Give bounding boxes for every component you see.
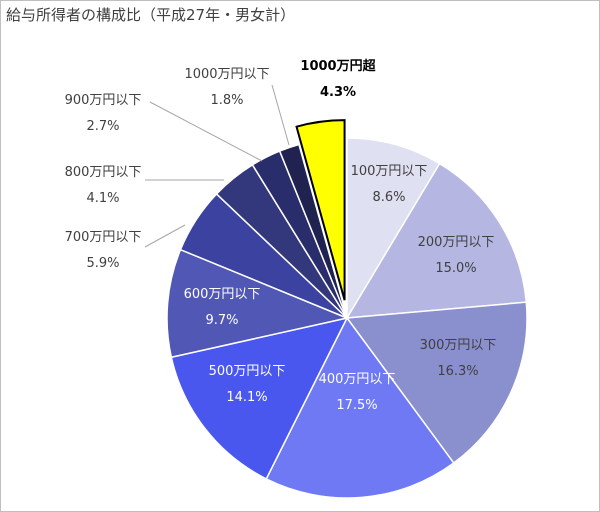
slice-label: 800万円以下 — [65, 165, 142, 180]
slice-label: 600万円以下 — [184, 287, 261, 302]
slice-label: 400万円以下 — [319, 372, 396, 387]
pie-slice — [166, 248, 350, 359]
slice-value-label: 16.3% — [437, 364, 478, 379]
slice-label: 900万円以下 — [65, 93, 142, 108]
slice-value-label: 4.1% — [86, 191, 119, 206]
leader-line — [271, 84, 290, 146]
slice-value-label: 8.6% — [372, 190, 405, 205]
slice-value-label: 5.9% — [86, 256, 119, 271]
slice-label: 1000万円以下 — [184, 67, 269, 82]
slice-value-label: 14.1% — [226, 390, 267, 405]
pie-slice — [170, 316, 349, 480]
slice-value-label: 17.5% — [336, 398, 377, 413]
pie-slice — [345, 162, 528, 319]
slice-value-label: 1.8% — [210, 93, 243, 108]
slice-label: 300万円以下 — [420, 338, 497, 353]
pie-slice — [345, 301, 528, 465]
pie-slice — [278, 143, 348, 319]
slice-label: 500万円以下 — [209, 364, 286, 379]
leader-line — [144, 224, 186, 248]
pie-slice — [265, 316, 455, 499]
slice-value-label: 9.7% — [205, 313, 238, 328]
slice-value-label: 15.0% — [435, 261, 476, 276]
slice-value-label: 4.3% — [320, 85, 356, 100]
slice-label: 100万円以下 — [351, 164, 428, 179]
slice-label: 1000万円超 — [300, 58, 376, 74]
pie-slice — [346, 137, 441, 321]
pie-slice — [295, 119, 346, 301]
leader-line — [149, 101, 263, 162]
chart-title: 給与所得者の構成比（平成27年・男女計） — [6, 6, 296, 24]
slice-label: 200万円以下 — [418, 235, 495, 250]
slice-label: 700万円以下 — [65, 230, 142, 245]
slice-value-label: 2.7% — [86, 119, 119, 134]
